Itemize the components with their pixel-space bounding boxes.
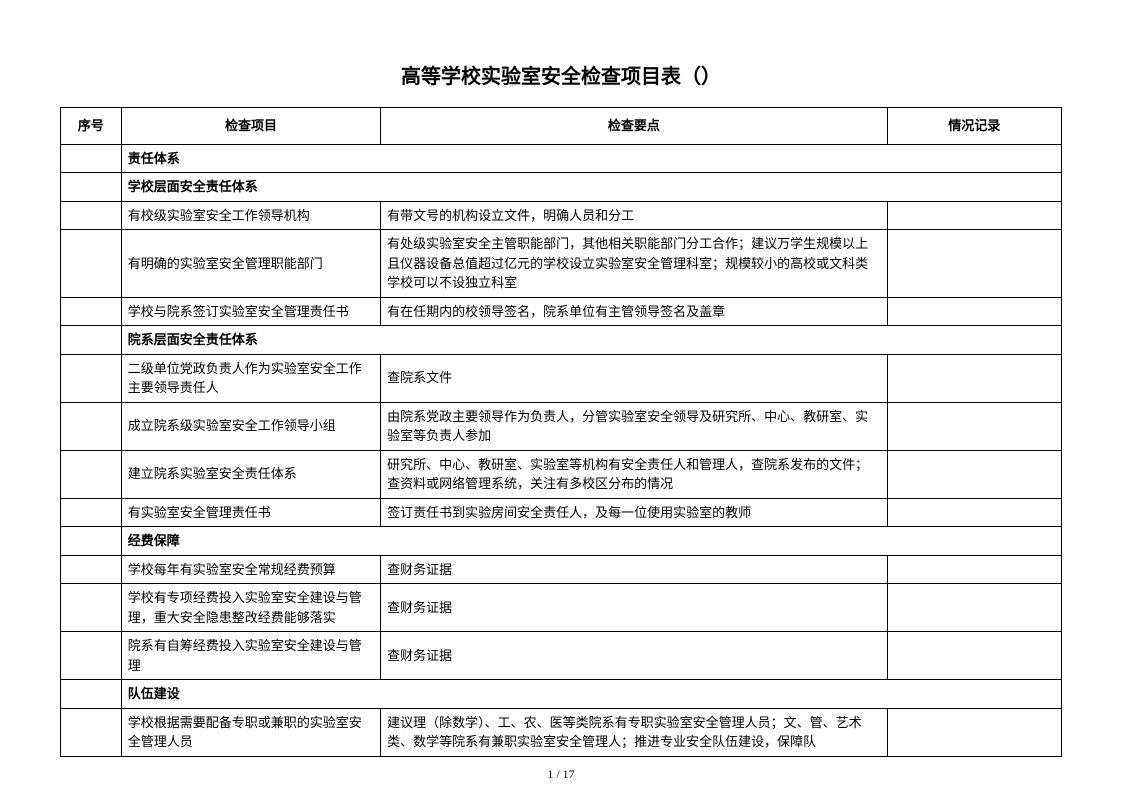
cell-points: 有在任期内的校领导签名，院系单位有主管领导签名及盖章 [381,297,888,326]
cell-item: 建立院系实验室安全责任体系 [121,450,380,498]
cell-record [887,201,1061,230]
cell-seq [61,450,122,498]
table-row: 学校有专项经费投入实验室安全建设与管理，重大安全隐患整改经费能够落实查财务证据 [61,584,1062,632]
cell-points: 查财务证据 [381,632,888,680]
cell-seq [61,326,122,355]
table-row: 有实验室安全管理责任书签订责任书到实验房间安全责任人，及每一位使用实验室的教师 [61,498,1062,527]
header-seq: 序号 [61,108,122,145]
table-row: 队伍建设 [61,680,1062,709]
cell-seq [61,230,122,298]
cell-record [887,632,1061,680]
inspection-table: 序号 检查项目 检查要点 情况记录 责任体系学校层面安全责任体系有校级实验室安全… [60,107,1062,757]
table-row: 学校与院系签订实验室安全管理责任书有在任期内的校领导签名，院系单位有主管领导签名… [61,297,1062,326]
cell-seq [61,708,122,756]
cell-seq [61,297,122,326]
header-record: 情况记录 [887,108,1061,145]
cell-item: 学校根据需要配备专职或兼职的实验室安全管理人员 [121,708,380,756]
cell-seq [61,632,122,680]
cell-points: 查院系文件 [381,354,888,402]
cell-points: 由院系党政主要领导作为负责人，分管实验室安全领导及研究所、中心、教研室、实验室等… [381,402,888,450]
header-points: 检查要点 [381,108,888,145]
cell-points: 查财务证据 [381,555,888,584]
table-row: 经费保障 [61,527,1062,556]
cell-record [887,402,1061,450]
cell-points: 研究所、中心、教研室、实验室等机构有安全责任人和管理人，查院系发布的文件；查资料… [381,450,888,498]
cell-record [887,450,1061,498]
cell-points: 有带文号的机构设立文件，明确人员和分工 [381,201,888,230]
cell-item: 学校与院系签订实验室安全管理责任书 [121,297,380,326]
cell-item: 院系有自筹经费投入实验室安全建设与管理 [121,632,380,680]
cell-seq [61,584,122,632]
cell-seq [61,354,122,402]
table-header-row: 序号 检查项目 检查要点 情况记录 [61,108,1062,145]
cell-seq [61,144,122,173]
header-item: 检查项目 [121,108,380,145]
cell-item: 学校有专项经费投入实验室安全建设与管理，重大安全隐患整改经费能够落实 [121,584,380,632]
cell-item: 学校每年有实验室安全常规经费预算 [121,555,380,584]
section-title: 院系层面安全责任体系 [121,326,1061,355]
cell-item: 有明确的实验室安全管理职能部门 [121,230,380,298]
cell-seq [61,173,122,202]
table-row: 学校每年有实验室安全常规经费预算查财务证据 [61,555,1062,584]
section-title: 学校层面安全责任体系 [121,173,1061,202]
table-row: 院系有自筹经费投入实验室安全建设与管理查财务证据 [61,632,1062,680]
cell-seq [61,527,122,556]
cell-points: 有处级实验室安全主管职能部门，其他相关职能部门分工合作；建议万学生规模以上且仪器… [381,230,888,298]
cell-record [887,230,1061,298]
table-row: 学校层面安全责任体系 [61,173,1062,202]
page-number: 1 / 17 [60,767,1062,782]
section-title: 队伍建设 [121,680,1061,709]
cell-record [887,297,1061,326]
table-row: 责任体系 [61,144,1062,173]
table-row: 成立院系级实验室安全工作领导小组由院系党政主要领导作为负责人，分管实验室安全领导… [61,402,1062,450]
cell-record [887,555,1061,584]
table-row: 有明确的实验室安全管理职能部门有处级实验室安全主管职能部门，其他相关职能部门分工… [61,230,1062,298]
cell-seq [61,402,122,450]
cell-item: 成立院系级实验室安全工作领导小组 [121,402,380,450]
table-row: 有校级实验室安全工作领导机构有带文号的机构设立文件，明确人员和分工 [61,201,1062,230]
cell-record [887,708,1061,756]
cell-seq [61,498,122,527]
cell-points: 查财务证据 [381,584,888,632]
cell-record [887,584,1061,632]
table-row: 建立院系实验室安全责任体系研究所、中心、教研室、实验室等机构有安全责任人和管理人… [61,450,1062,498]
cell-points: 签订责任书到实验房间安全责任人，及每一位使用实验室的教师 [381,498,888,527]
cell-record [887,498,1061,527]
document-title: 高等学校实验室安全检查项目表（） [60,60,1062,89]
cell-seq [61,555,122,584]
table-row: 二级单位党政负责人作为实验室安全工作主要领导责任人查院系文件 [61,354,1062,402]
section-title: 经费保障 [121,527,1061,556]
section-title: 责任体系 [121,144,1061,173]
table-row: 学校根据需要配备专职或兼职的实验室安全管理人员建议理（除数学）、工、农、医等类院… [61,708,1062,756]
cell-seq [61,201,122,230]
cell-item: 有校级实验室安全工作领导机构 [121,201,380,230]
cell-item: 有实验室安全管理责任书 [121,498,380,527]
cell-item: 二级单位党政负责人作为实验室安全工作主要领导责任人 [121,354,380,402]
cell-record [887,354,1061,402]
table-row: 院系层面安全责任体系 [61,326,1062,355]
cell-points: 建议理（除数学）、工、农、医等类院系有专职实验室安全管理人员；文、管、艺术类、数… [381,708,888,756]
cell-seq [61,680,122,709]
